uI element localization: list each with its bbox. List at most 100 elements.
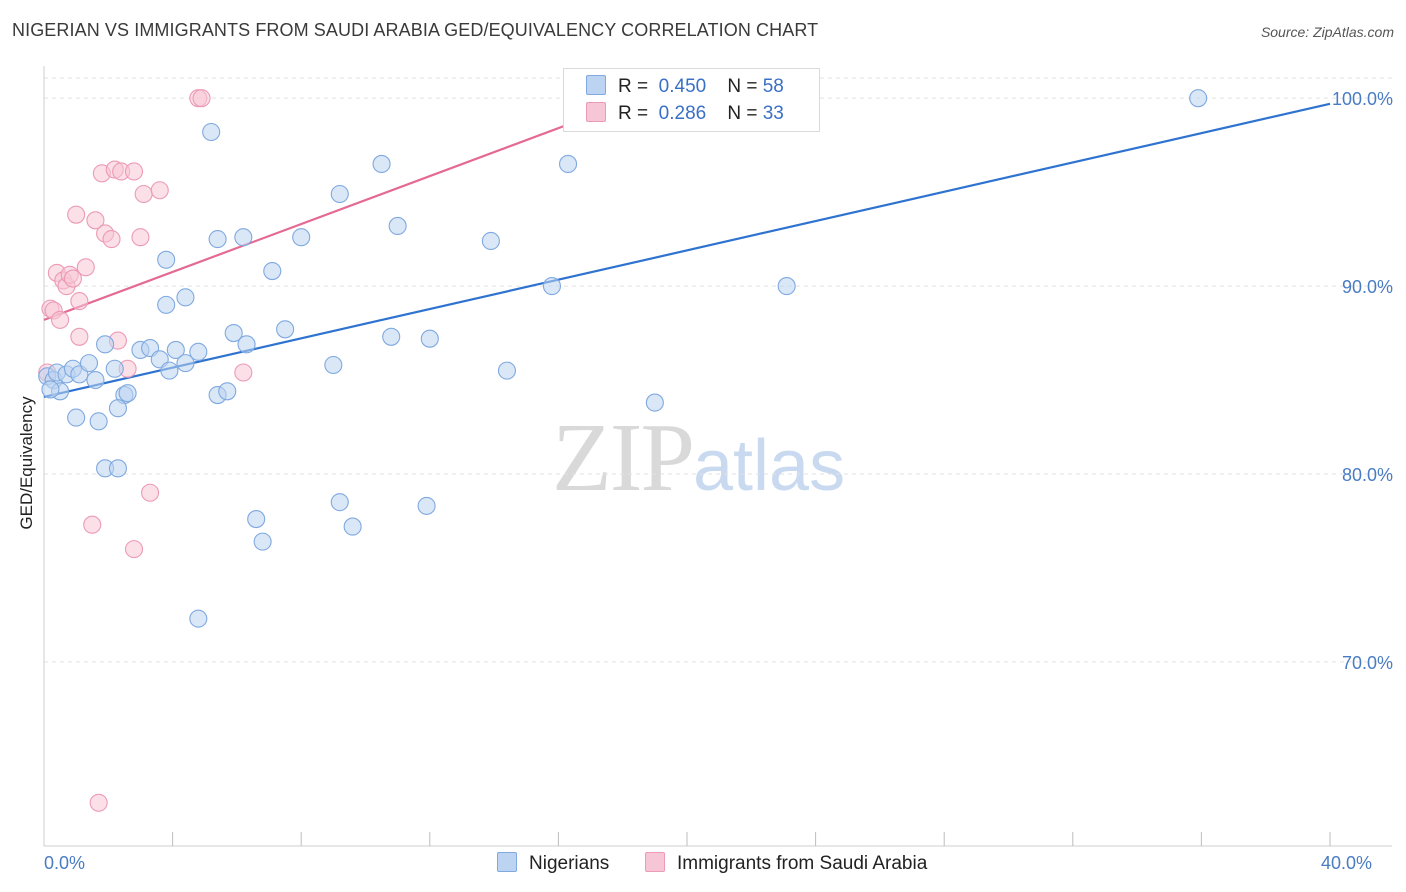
data-point-saudi (76, 258, 95, 277)
watermark: ZIPatlas (552, 400, 845, 514)
data-point-nigerians (189, 609, 208, 628)
legend-item-saudi[interactable]: Immigrants from Saudi Arabia (645, 852, 927, 875)
watermark-atlas: atlas (693, 426, 846, 506)
data-point-nigerians (160, 361, 179, 380)
data-point-nigerians (86, 370, 105, 390)
n-value: 33 (762, 103, 784, 124)
y-tick-label: 70.0% (1342, 653, 1393, 673)
legend-swatch-saudi (645, 852, 665, 872)
data-point-nigerians (372, 154, 391, 173)
data-point-nigerians (481, 231, 500, 251)
data-point-nigerians (105, 359, 124, 378)
stats-row-saudi: R = 0.286 N = 33 (586, 102, 784, 124)
data-point-nigerians (276, 320, 295, 339)
data-point-nigerians (420, 329, 439, 348)
data-point-nigerians (417, 496, 436, 515)
data-point-nigerians (218, 382, 237, 401)
data-point-nigerians (292, 228, 311, 247)
stats-legend: R = 0.450 N = 58 R = 0.286 N = 33 (563, 68, 820, 132)
r-label: R = (618, 76, 649, 97)
r-label: R = (618, 103, 649, 124)
data-point-nigerians (157, 295, 176, 314)
y-tick-label: 90.0% (1342, 277, 1393, 297)
data-point-saudi (51, 310, 70, 329)
y-tick-label: 80.0% (1342, 465, 1393, 485)
data-point-nigerians (645, 393, 664, 412)
data-point-nigerians (89, 412, 108, 431)
data-point-nigerians (263, 261, 282, 281)
data-point-nigerians (108, 459, 127, 478)
data-point-nigerians (343, 517, 362, 536)
data-point-nigerians (558, 154, 578, 173)
trend-lines (43, 97, 1331, 399)
data-point-nigerians (253, 532, 272, 551)
n-label: N = (727, 103, 758, 124)
data-point-saudi (70, 327, 89, 346)
stats-row-nigerians: R = 0.450 N = 58 (586, 75, 784, 97)
data-point-saudi (67, 205, 86, 224)
source-credit: Source: ZipAtlas.com (1260, 24, 1394, 40)
data-point-nigerians (330, 184, 349, 204)
data-point-nigerians (497, 361, 517, 380)
legend-label: Immigrants from Saudi Arabia (677, 853, 928, 874)
data-point-nigerians (388, 216, 407, 236)
r-value: 0.450 (658, 76, 707, 97)
data-point-nigerians (324, 355, 343, 375)
chart-title: NIGERIAN VS IMMIGRANTS FROM SAUDI ARABIA… (12, 20, 819, 40)
axes (43, 66, 1392, 847)
data-point-nigerians (208, 230, 227, 249)
data-point-nigerians (777, 277, 796, 296)
data-point-nigerians (247, 510, 266, 529)
x-tick-label: 0.0% (44, 853, 85, 873)
data-point-saudi (102, 230, 121, 249)
legend-label: Nigerians (529, 853, 610, 874)
data-point-nigerians (176, 354, 195, 373)
data-points (38, 89, 1208, 812)
data-point-nigerians (176, 288, 195, 307)
data-point-nigerians (202, 122, 221, 142)
legend-swatch-nigerians (586, 75, 606, 95)
data-point-saudi (131, 228, 150, 247)
data-point-nigerians (234, 228, 253, 247)
data-point-nigerians (67, 408, 86, 427)
data-point-saudi (192, 89, 211, 108)
data-point-saudi (89, 793, 108, 812)
data-point-saudi (63, 269, 82, 288)
data-point-nigerians (237, 335, 256, 354)
data-point-nigerians (1189, 89, 1208, 108)
legend-swatch-saudi (586, 102, 606, 122)
watermark-zip: ZIP (552, 404, 695, 512)
data-point-nigerians (189, 342, 208, 361)
y-tick-label: 100.0% (1332, 89, 1393, 109)
data-point-nigerians (96, 335, 115, 354)
data-point-nigerians (224, 324, 243, 343)
data-point-nigerians (330, 493, 349, 512)
data-point-saudi (234, 363, 253, 382)
legend-item-nigerians[interactable]: Nigerians (497, 852, 609, 875)
series-legend: Nigerians Immigrants from Saudi Arabia (0, 848, 1406, 878)
data-point-nigerians (542, 277, 562, 296)
data-point-saudi (86, 211, 105, 230)
data-point-saudi (124, 540, 144, 559)
y-axis-label: GED/Equivalency (17, 396, 36, 530)
data-point-nigerians (157, 250, 176, 269)
data-point-nigerians (118, 384, 137, 403)
trend-line-nigerians (43, 102, 1331, 399)
data-point-saudi (124, 162, 144, 181)
data-point-nigerians (166, 340, 185, 360)
data-point-saudi (141, 483, 160, 502)
n-label: N = (727, 76, 758, 97)
data-point-saudi (134, 184, 153, 204)
data-point-saudi (70, 292, 89, 311)
axis-labels: 100.0% 90.0% 80.0% 70.0% 0.0% 40.0% GED/Equiva… (17, 89, 1393, 873)
r-value: 0.286 (658, 103, 707, 124)
x-tick-label: 40.0% (1321, 853, 1372, 873)
trend-line-saudi (43, 97, 640, 321)
data-point-nigerians (41, 380, 60, 399)
data-point-nigerians (382, 327, 401, 346)
data-point-saudi (150, 181, 169, 200)
data-point-saudi (83, 515, 102, 534)
n-value: 58 (762, 76, 784, 97)
legend-swatch-nigerians (497, 852, 517, 872)
